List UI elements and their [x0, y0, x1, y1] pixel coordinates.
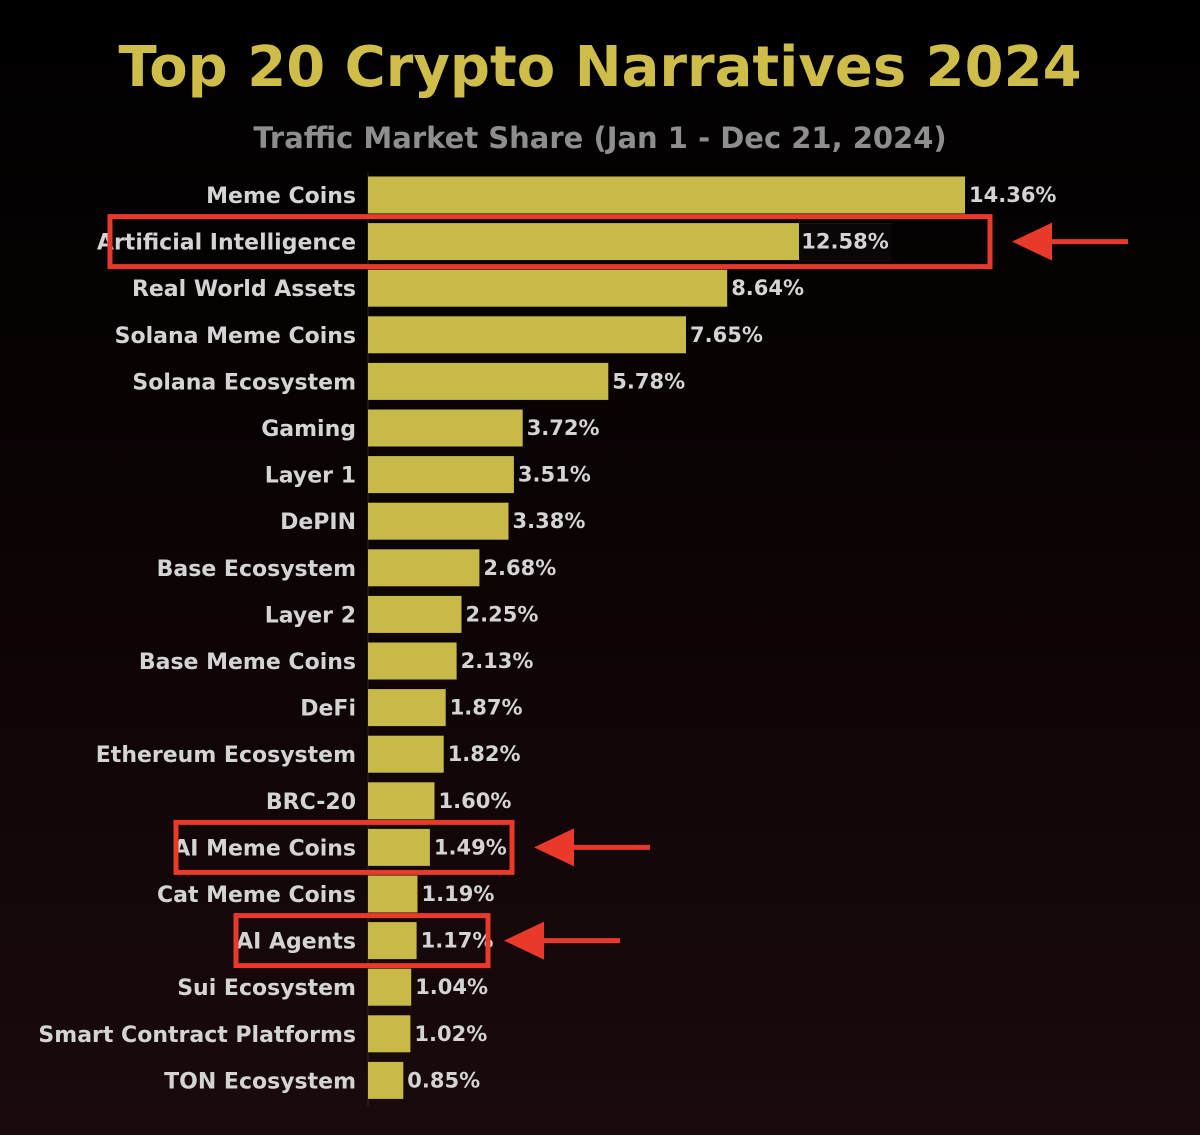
value-label-brc-20: 1.60% — [439, 789, 512, 813]
bar-gaming — [368, 409, 523, 447]
value-label-defi: 1.87% — [450, 696, 523, 720]
bar-sui-ecosystem — [368, 968, 412, 1006]
category-label-solana-meme-coins: Solana Meme Coins — [115, 324, 356, 349]
bars-group — [368, 176, 965, 1099]
value-label-real-world-assets: 8.64% — [731, 276, 804, 300]
category-label-defi: DeFi — [300, 697, 356, 722]
value-label-depin: 3.38% — [513, 509, 586, 533]
value-label-layer-1: 3.51% — [518, 463, 591, 487]
arrow-head-artificial-intelligence — [1012, 222, 1052, 261]
category-label-ton-ecosystem: TON Ecosystem — [164, 1069, 356, 1094]
category-label-base-ecosystem: Base Ecosystem — [157, 557, 356, 582]
value-label-cat-meme-coins: 1.19% — [422, 882, 495, 906]
highlight-box-ai-meme-coins — [173, 819, 515, 875]
category-label-depin: DePIN — [280, 510, 356, 535]
category-label-ai-meme-coins: AI Meme Coins — [173, 836, 356, 861]
value-label-solana-ecosystem: 5.78% — [612, 369, 685, 393]
bar-meme-coins — [368, 176, 965, 214]
category-label-ethereum-ecosystem: Ethereum Ecosystem — [96, 743, 356, 768]
highlight-box-ai-agents — [233, 913, 491, 969]
arrow-head-ai-agents — [504, 921, 544, 960]
category-label-cat-meme-coins: Cat Meme Coins — [157, 883, 356, 908]
bar-solana-ecosystem — [368, 362, 609, 400]
value-label-meme-coins: 14.36% — [969, 183, 1056, 207]
category-labels-group: Meme Coins Artificial Intelligence Real Wo… — [38, 184, 356, 1094]
bar-layer-2 — [368, 595, 462, 633]
bar-brc-20 — [368, 782, 435, 820]
value-label-layer-2: 2.25% — [466, 602, 539, 626]
value-label-base-ecosystem: 2.68% — [483, 556, 556, 580]
category-label-smart-contract-platforms: Smart Contract Platforms — [38, 1023, 356, 1048]
value-label-sui-ecosystem: 1.04% — [415, 975, 488, 999]
bar-cat-meme-coins — [368, 875, 418, 913]
highlight-box-artificial-intelligence — [107, 214, 993, 270]
bar-depin — [368, 502, 509, 540]
category-label-ai-agents: AI Agents — [236, 930, 356, 955]
category-label-layer-1: Layer 1 — [265, 464, 356, 489]
value-label-ethereum-ecosystem: 1.82% — [448, 742, 521, 766]
value-label-ton-ecosystem: 0.85% — [407, 1068, 480, 1092]
chart-title: Top 20 Crypto Narratives 2024 — [118, 35, 1082, 100]
highlight-annotations-group — [107, 214, 1128, 969]
value-label-artificial-intelligence: 12.58% — [801, 230, 888, 254]
value-label-ai-agents: 1.17% — [421, 929, 494, 953]
bar-defi — [368, 689, 446, 727]
category-label-real-world-assets: Real World Assets — [132, 277, 356, 302]
category-label-artificial-intelligence: Artificial Intelligence — [97, 231, 356, 256]
value-label-bg-artificial-intelligence — [799, 223, 891, 261]
chart-subtitle: Traffic Market Share (Jan 1 - Dec 21, 20… — [253, 121, 947, 155]
value-label-solana-meme-coins: 7.65% — [690, 323, 763, 347]
category-label-solana-ecosystem: Solana Ecosystem — [132, 370, 356, 395]
value-label-base-meme-coins: 2.13% — [461, 649, 534, 673]
bar-ton-ecosystem — [368, 1061, 404, 1099]
category-label-meme-coins: Meme Coins — [206, 184, 356, 209]
bar-real-world-assets — [368, 269, 728, 307]
bar-ai-meme-coins — [368, 828, 430, 866]
bar-ai-agents — [368, 922, 417, 960]
category-label-sui-ecosystem: Sui Ecosystem — [177, 976, 356, 1001]
value-label-gaming: 3.72% — [527, 416, 600, 440]
bar-layer-1 — [368, 456, 514, 494]
bar-solana-meme-coins — [368, 316, 686, 354]
value-label-smart-contract-platforms: 1.02% — [414, 1022, 487, 1046]
bar-base-meme-coins — [368, 642, 457, 680]
value-labels-group: 14.36% 12.58% 8.64% 7.65%5.78% 3.72% 3.51% 3.3… — [407, 183, 1056, 1092]
arrow-head-ai-meme-coins — [534, 828, 574, 867]
bar-smart-contract-platforms — [368, 1015, 411, 1053]
category-label-gaming: Gaming — [261, 417, 356, 442]
bar-base-ecosystem — [368, 549, 480, 587]
value-label-ai-meme-coins: 1.49% — [434, 835, 507, 859]
bar-ethereum-ecosystem — [368, 735, 444, 773]
category-label-brc-20: BRC-20 — [266, 790, 356, 815]
category-label-layer-2: Layer 2 — [265, 603, 356, 628]
category-label-base-meme-coins: Base Meme Coins — [139, 650, 356, 675]
